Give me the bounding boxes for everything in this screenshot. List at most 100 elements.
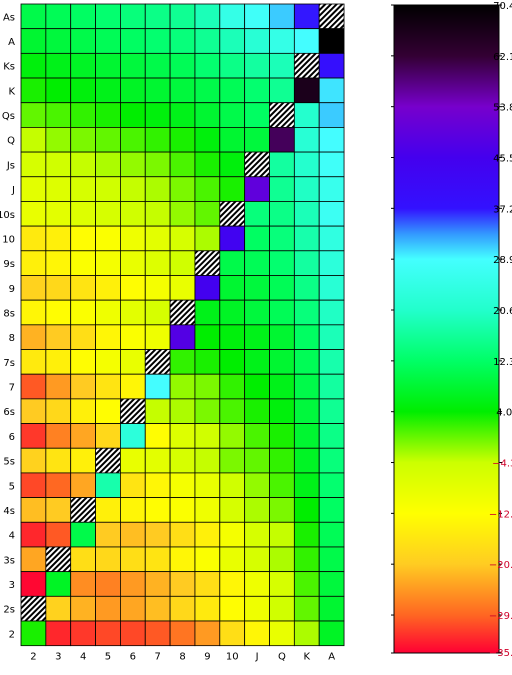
- heatmap-cell: [96, 103, 121, 128]
- heatmap-cell: [195, 424, 220, 449]
- heatmap-cell-empty: [71, 498, 96, 523]
- heatmap-cell: [145, 177, 170, 202]
- heatmap-cell: [170, 596, 195, 621]
- heatmap-cell: [120, 103, 145, 128]
- column-label: J: [255, 652, 259, 663]
- heatmap-cell: [270, 325, 295, 350]
- heatmap-cell: [195, 572, 220, 597]
- heatmap-cell: [270, 621, 295, 646]
- heatmap-cell: [46, 177, 71, 202]
- heatmap-cell: [170, 522, 195, 547]
- heatmap-cell: [120, 350, 145, 375]
- row-label: 6: [9, 432, 15, 443]
- heatmap-cell: [21, 325, 46, 350]
- heatmap-cell: [46, 572, 71, 597]
- heatmap-cell: [96, 177, 121, 202]
- heatmap-cell: [170, 498, 195, 523]
- heatmap-cell: [96, 350, 121, 375]
- heatmap-cell: [46, 300, 71, 325]
- heatmap-cell: [270, 300, 295, 325]
- row-label: Js: [6, 160, 15, 171]
- heatmap-cell: [46, 53, 71, 78]
- heatmap-cell: [145, 424, 170, 449]
- heatmap-cell: [319, 275, 344, 300]
- heatmap-cell: [220, 325, 245, 350]
- heatmap-cell: [220, 448, 245, 473]
- heatmap-cell: [319, 621, 344, 646]
- heatmap-cell: [294, 325, 319, 350]
- heatmap-cell: [195, 300, 220, 325]
- heatmap-cell: [96, 621, 121, 646]
- heatmap-cell: [96, 399, 121, 424]
- heatmap-cell: [120, 424, 145, 449]
- heatmap-cell: [120, 522, 145, 547]
- heatmap-cell: [21, 251, 46, 276]
- heatmap-cell: [270, 498, 295, 523]
- heatmap-cell: [46, 596, 71, 621]
- colorbar: [394, 5, 499, 653]
- heatmap-cell: [195, 152, 220, 177]
- heatmap-cell: [270, 4, 295, 29]
- row-label: 9s: [3, 259, 15, 270]
- heatmap-cell: [145, 498, 170, 523]
- heatmap-cell: [145, 621, 170, 646]
- heatmap-cell: [319, 596, 344, 621]
- heatmap-cell: [71, 201, 96, 226]
- heatmap-cell: [120, 127, 145, 152]
- heatmap-cell: [245, 177, 270, 202]
- row-label: 10: [2, 234, 15, 245]
- heatmap-cell: [270, 53, 295, 78]
- heatmap-cell: [71, 350, 96, 375]
- colorbar-label: 12.3%: [493, 357, 512, 368]
- heatmap-cell: [120, 374, 145, 399]
- heatmap-cell: [96, 53, 121, 78]
- heatmap-cell: [120, 596, 145, 621]
- heatmap-cell: [319, 374, 344, 399]
- heatmap-cell: [245, 4, 270, 29]
- heatmap-cell: [71, 152, 96, 177]
- row-labels: As A Ks K Qs Q Js J 10s 10 9s 9 8s 8 7s 7 6s 6 5s 5 4s 4 3s 3 2s…: [0, 12, 15, 640]
- heatmap-cell: [21, 103, 46, 128]
- heatmap-cell: [319, 424, 344, 449]
- heatmap-cell: [270, 78, 295, 103]
- heatmap-cell: [96, 201, 121, 226]
- heatmap-cell: [270, 201, 295, 226]
- heatmap-cell: [71, 473, 96, 498]
- heatmap-cell: [294, 596, 319, 621]
- heatmap-cell: [46, 448, 71, 473]
- heatmap-cell: [96, 572, 121, 597]
- heatmap-cell: [96, 78, 121, 103]
- heatmap-cell: [46, 201, 71, 226]
- heatmap-cell: [270, 350, 295, 375]
- heatmap-cell: [195, 78, 220, 103]
- heatmap-cell: [220, 621, 245, 646]
- heatmap-cell: [170, 103, 195, 128]
- heatmap-cell: [21, 201, 46, 226]
- heatmap-cell: [145, 4, 170, 29]
- heatmap-cell: [170, 424, 195, 449]
- heatmap-cell: [170, 53, 195, 78]
- column-label: 8: [179, 652, 185, 663]
- heatmap-cell: [170, 127, 195, 152]
- heatmap-cell: [21, 78, 46, 103]
- heatmap-cell: [270, 251, 295, 276]
- heatmap-cell: [195, 473, 220, 498]
- heatmap-cell: [270, 177, 295, 202]
- heatmap-cell: [170, 399, 195, 424]
- colorbar-label: 28.9%: [493, 255, 512, 266]
- heatmap-cell: [294, 251, 319, 276]
- heatmap-cell: [195, 29, 220, 54]
- heatmap-cell: [220, 29, 245, 54]
- heatmap-cell: [145, 201, 170, 226]
- heatmap-cell: [294, 78, 319, 103]
- heatmap-cell: [245, 621, 270, 646]
- heatmap-cell: [96, 152, 121, 177]
- heatmap-cell: [195, 103, 220, 128]
- heatmap-cell: [145, 251, 170, 276]
- colorbar-label: 20.6%: [493, 306, 512, 317]
- heatmap-cell: [195, 399, 220, 424]
- heatmap-cell: [220, 251, 245, 276]
- heatmap-cell: [294, 374, 319, 399]
- heatmap-cell: [170, 226, 195, 251]
- row-label: 6s: [3, 407, 15, 418]
